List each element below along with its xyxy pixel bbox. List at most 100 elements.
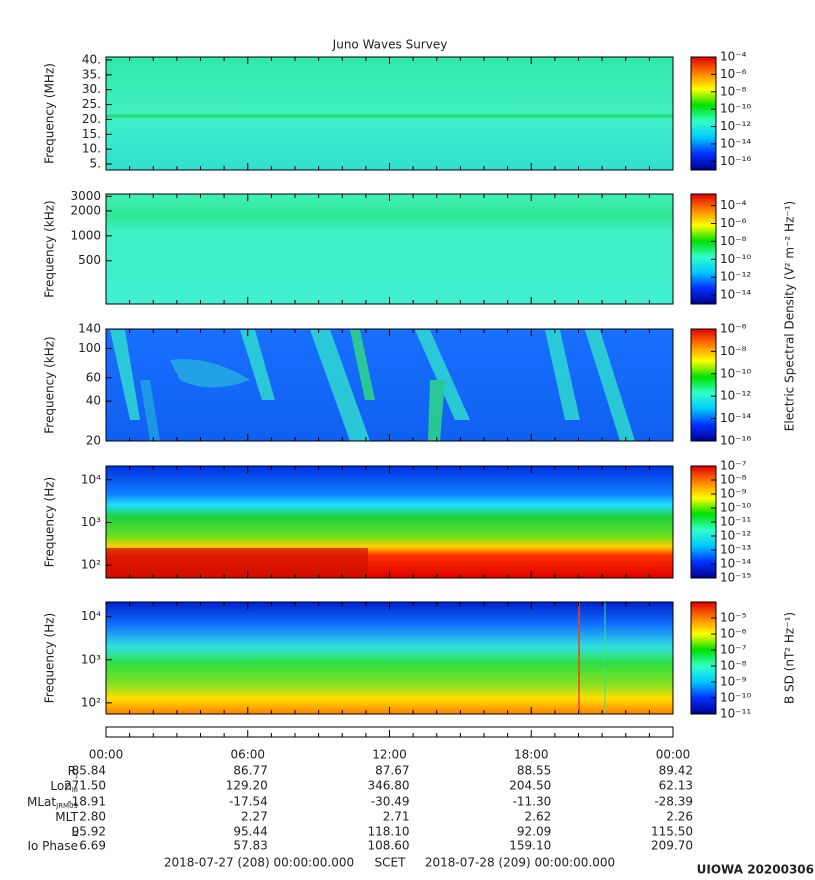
colorbar: [691, 602, 716, 714]
y-axis-label: Frequency (kHz): [43, 200, 57, 297]
colorbar-tick-label: 10⁻¹⁰: [720, 252, 751, 266]
colorbar-tick-label: 10⁻⁴: [720, 50, 747, 64]
stamp: UIOWA 20200306: [697, 863, 814, 877]
y-tick-label: 5.: [90, 157, 101, 171]
colorbar-tick-label: 10⁻⁵: [720, 611, 747, 625]
ephemeris-subscript: J: [75, 771, 78, 779]
ephemeris-value: 85.84: [72, 764, 106, 778]
ephemeris-subscript: III: [72, 786, 78, 794]
ephemeris-value: 118.10: [368, 825, 410, 839]
colorbar-tick-label: 10⁻⁸: [720, 473, 747, 487]
y-tick-label: 3000: [70, 189, 101, 203]
colorbar-frame: [690, 601, 717, 715]
colorbar-tick-label: 10⁻¹⁰: [720, 501, 751, 515]
ephemeris-value: 2.26: [666, 810, 693, 824]
ephemeris-name: Io Phase: [27, 839, 78, 853]
ephemeris-value: 92.09: [517, 825, 551, 839]
spectrogram: [106, 194, 673, 304]
y-tick-label: 10.: [82, 142, 101, 156]
y-tick-label: 1000: [70, 228, 101, 242]
colorbar-tick-label: 10⁻⁹: [720, 487, 747, 501]
y-tick-label: 10²: [81, 558, 101, 572]
y-tick-label: 25.: [82, 97, 101, 111]
ephemeris-name: R: [68, 764, 76, 778]
colorbar-tick-label: 10⁻⁷: [720, 459, 747, 473]
y-tick-label: 10³: [81, 515, 101, 529]
y-tick-label: 20: [86, 434, 101, 448]
ephemeris-value: -17.54: [229, 795, 268, 809]
colorbar-tick-label: 10⁻¹¹: [720, 707, 751, 721]
x-tick-label: 06:00: [230, 748, 265, 762]
ephemeris-label: MLT: [55, 810, 78, 824]
colorbar-tick-label: 10⁻¹²: [720, 529, 751, 543]
colorbar-tick-label: 10⁻¹²: [720, 119, 751, 133]
colorbar-frame: [690, 328, 717, 442]
ephemeris-name: MLT: [55, 810, 78, 824]
colorbar-tick-label: 10⁻¹¹: [720, 515, 751, 529]
y-tick-label: 40.: [82, 52, 101, 66]
y-tick-label: 500: [78, 253, 101, 267]
ephemeris-label: L: [71, 825, 78, 839]
colorbar-tick-label: 10⁻⁶: [720, 627, 747, 641]
colorbar-tick-label: 10⁻¹⁴: [720, 557, 751, 571]
x-tick-label: 00:00: [656, 748, 691, 762]
colorbar-tick-label: 10⁻¹³: [720, 543, 751, 557]
ephemeris-value: 129.20: [226, 779, 268, 793]
ephemeris-value: 159.10: [509, 839, 551, 853]
ephemeris-value: 62.13: [659, 779, 693, 793]
colorbar-tick-label: 10⁻⁹: [720, 675, 747, 689]
ephemeris-value: -28.39: [654, 795, 693, 809]
y-tick-label: 10³: [81, 652, 101, 666]
ephemeris-value: 108.60: [368, 839, 410, 853]
colorbar: [691, 329, 716, 441]
y-axis-label: Frequency (kHz): [43, 336, 57, 433]
colorbar-tick-label: 10⁻⁸: [720, 234, 747, 248]
ephemeris-label: LonIII: [50, 779, 78, 795]
x-tick-label: 12:00: [372, 748, 407, 762]
x-tick-label: 18:00: [514, 748, 549, 762]
colorbar-tick-label: 10⁻¹⁴: [720, 136, 751, 150]
ephemeris-value: 6.69: [79, 839, 106, 853]
colorbar-label: Electric Spectral Density (V² m⁻² Hz⁻¹): [783, 201, 797, 431]
ephemeris-value: 89.42: [659, 764, 693, 778]
ephemeris-value: 86.77: [233, 764, 267, 778]
y-tick-label: 100: [78, 341, 101, 355]
y-tick-label: 60: [86, 370, 101, 384]
ephemeris-name: Lon: [50, 779, 71, 793]
y-tick-label: 10²: [81, 695, 101, 709]
ephemeris-value: -11.30: [513, 795, 552, 809]
chart-title: Juno Waves Survey: [332, 38, 448, 52]
colorbar-tick-label: 10⁻¹⁰: [720, 102, 751, 116]
ephemeris-value: 57.83: [233, 839, 267, 853]
colorbar-tick-label: 10⁻¹²: [720, 389, 751, 403]
time-label: SCET: [375, 856, 407, 870]
colorbar: [691, 194, 716, 304]
end-time: 2018-07-28 (209) 00:00:00.000: [425, 856, 615, 870]
ephemeris-value: 2.62: [525, 810, 552, 824]
colorbar-tick-label: 10⁻¹⁴: [720, 288, 751, 302]
ephemeris-value: 204.50: [509, 779, 551, 793]
colorbar-tick-label: 10⁻⁴: [720, 198, 747, 212]
ephemeris-name: MLat: [27, 795, 56, 809]
colorbar-label: B SD (nT² Hz⁻¹): [783, 612, 797, 704]
y-tick-label: 140: [78, 322, 101, 336]
y-axis-label: Frequency (Hz): [43, 613, 57, 704]
ephemeris-name: L: [71, 825, 78, 839]
spectrogram: [106, 329, 673, 441]
ephemeris-value: 209.70: [651, 839, 693, 853]
y-tick-label: 20.: [82, 112, 101, 126]
ephemeris-value: 2.71: [383, 810, 410, 824]
ephemeris-value: 271.50: [64, 779, 106, 793]
ephemeris-value: 2.27: [241, 810, 268, 824]
ephemeris-value: -30.49: [371, 795, 410, 809]
y-tick-label: 2000: [70, 203, 101, 217]
y-tick-label: 35.: [82, 67, 101, 81]
colorbar-tick-label: 10⁻⁶: [720, 216, 747, 230]
y-tick-label: 15.: [82, 127, 101, 141]
ephemeris-label: Io Phase: [27, 839, 78, 853]
colorbar-tick-label: 10⁻¹⁴: [720, 411, 751, 425]
ephemeris-label: MLatJRM09: [27, 795, 78, 811]
spectrogram: [106, 602, 673, 714]
ephemeris-subscript: JRM09: [55, 802, 78, 810]
